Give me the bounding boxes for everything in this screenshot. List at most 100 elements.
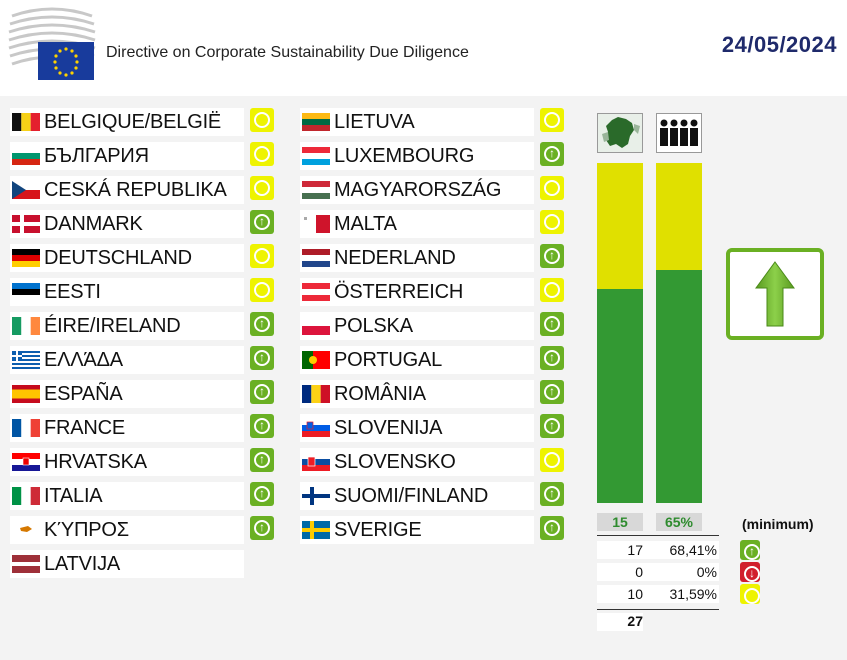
vote-abstain-icon (250, 176, 274, 200)
country-name: POLSKA (334, 315, 413, 337)
vote-yes-icon (250, 210, 274, 234)
country-box: HRVATSKA (10, 448, 244, 476)
summary-percent: 0% (696, 564, 717, 580)
country-name: MALTA (334, 213, 397, 235)
vote-abstain-icon (740, 584, 760, 604)
page-title: Directive on Corporate Sustainability Du… (106, 44, 469, 61)
country-name: ÉIRE/IRELAND (44, 315, 181, 337)
flag-at-icon (302, 283, 330, 301)
states-threshold-label: 15 (597, 513, 643, 531)
country-box: CESKÁ REPUBLIKA (10, 176, 244, 204)
population-bar-abstain (656, 163, 702, 270)
flag-dk-icon (12, 215, 40, 233)
country-name: DEUTSCHLAND (44, 247, 192, 269)
vote-yes-icon (540, 142, 564, 166)
eu-council-logo-icon (8, 7, 96, 80)
flag-se-icon (302, 521, 330, 539)
vote-abstain-icon (250, 244, 274, 268)
country-name: HRVATSKA (44, 451, 147, 473)
country-box: POLSKA (300, 312, 534, 340)
summary-count: 0 (635, 564, 643, 580)
country-box: FRANCE (10, 414, 244, 442)
country-name: ROMÂNIA (334, 383, 426, 405)
country-box: SLOVENIJA (300, 414, 534, 442)
country-name: SVERIGE (334, 519, 422, 541)
vote-yes-icon (540, 482, 564, 506)
population-bar-yes (656, 270, 702, 503)
country-name: LUXEMBOURG (334, 145, 475, 167)
country-name: LATVIJA (44, 553, 121, 575)
flag-si-icon (302, 419, 330, 437)
flag-ro-icon (302, 385, 330, 403)
summary-percent: 31,59% (669, 586, 717, 602)
vote-yes-icon (540, 516, 564, 540)
country-name: SUOMI/FINLAND (334, 485, 489, 507)
vote-abstain-icon (540, 448, 564, 472)
flag-sk-icon (302, 453, 330, 471)
flag-pl-icon (302, 317, 330, 335)
country-box: EESTI (10, 278, 244, 306)
vote-yes-icon (540, 414, 564, 438)
vote-yes-icon (250, 312, 274, 336)
country-box: ÖSTERREICH (300, 278, 534, 306)
country-box: ESPAÑA (10, 380, 244, 408)
population-bar (656, 163, 702, 503)
vote-abstain-icon (540, 176, 564, 200)
country-box: SUOMI/FINLAND (300, 482, 534, 510)
country-box: LATVIJA (10, 550, 244, 578)
vote-yes-icon (250, 414, 274, 438)
member-states-bar-yes (597, 289, 643, 503)
vote-abstain-icon (540, 210, 564, 234)
country-box: NEDERLAND (300, 244, 534, 272)
country-name: MAGYARORSZÁG (334, 179, 502, 201)
vote-abstain-icon (250, 142, 274, 166)
country-name: ESPAÑA (44, 383, 123, 405)
flag-es-icon (12, 385, 40, 403)
population-icon (656, 113, 702, 153)
flag-cy-icon (12, 521, 40, 539)
summary-percent: 68,41% (669, 542, 717, 558)
country-box: LUXEMBOURG (300, 142, 534, 170)
flag-ee-icon (12, 283, 40, 301)
flag-hu-icon (302, 181, 330, 199)
flag-de-icon (12, 249, 40, 267)
country-box: SLOVENSKO (300, 448, 534, 476)
country-box: LIETUVA (300, 108, 534, 136)
country-name: BELGIQUE/BELGIË (44, 111, 222, 133)
population-threshold-label: 65% (656, 513, 702, 531)
country-name: DANMARK (44, 213, 143, 235)
vote-yes-icon (250, 380, 274, 404)
vote-yes-icon (540, 380, 564, 404)
member-states-bar-abstain (597, 163, 643, 289)
country-box: ΚΎΠΡΟΣ (10, 516, 244, 544)
country-box: MAGYARORSZÁG (300, 176, 534, 204)
flag-lv-icon (12, 555, 40, 573)
country-name: БЪЛГАРИЯ (44, 145, 149, 167)
flag-ie-icon (12, 317, 40, 335)
country-box: MALTA (300, 210, 534, 238)
country-name: FRANCE (44, 417, 126, 439)
minimum-label: (minimum) (742, 516, 814, 532)
country-name: SLOVENSKO (334, 451, 456, 473)
flag-pt-icon (302, 351, 330, 369)
summary-row: 0 0% (597, 563, 719, 581)
flag-bg-icon (12, 147, 40, 165)
country-name: ITALIA (44, 485, 103, 507)
vote-yes-icon (250, 448, 274, 472)
total-count: 27 (597, 613, 643, 631)
country-box: ÉIRE/IRELAND (10, 312, 244, 340)
country-name: PORTUGAL (334, 349, 443, 371)
summary-row: 10 31,59% (597, 585, 719, 603)
vote-yes-icon (740, 540, 764, 560)
summary-count: 17 (627, 542, 643, 558)
country-box: ROMÂNIA (300, 380, 534, 408)
member-states-bar (597, 163, 643, 503)
flag-mt-icon (302, 215, 330, 233)
vote-abstain-icon (540, 108, 564, 132)
eu-map-icon (597, 113, 643, 153)
country-name: ΚΎΠΡΟΣ (44, 519, 129, 541)
vote-yes-icon (540, 346, 564, 370)
flag-cz-icon (12, 181, 40, 199)
flag-nl-icon (302, 249, 330, 267)
country-box: ITALIA (10, 482, 244, 510)
